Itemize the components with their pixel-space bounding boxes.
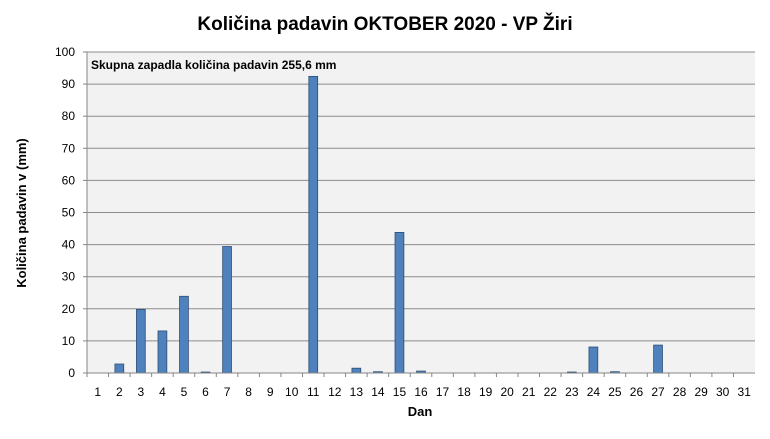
x-tick-label: 4	[159, 385, 166, 399]
y-tick-label: 30	[62, 270, 76, 284]
y-axis-label: Količina padavin v (mm)	[14, 138, 29, 288]
y-tick-label: 40	[62, 238, 76, 252]
x-tick-label: 31	[738, 385, 752, 399]
bar-day-4	[157, 330, 168, 374]
x-tick-label: 16	[414, 385, 428, 399]
x-tick-label: 15	[393, 385, 407, 399]
x-tick-label: 25	[608, 385, 622, 399]
x-tick-label: 10	[285, 385, 299, 399]
bar-day-15	[394, 232, 405, 374]
x-tick-label: 1	[94, 385, 101, 399]
x-tick-label: 18	[457, 385, 471, 399]
chart-title: Količina padavin OKTOBER 2020 - VP Žiri	[197, 13, 572, 35]
y-tick-label: 100	[55, 45, 75, 59]
x-tick-label: 9	[267, 385, 274, 399]
x-tick-label: 17	[436, 385, 450, 399]
bar-day-3	[136, 309, 146, 374]
bar-day-13	[351, 367, 362, 374]
bar-day-5	[179, 295, 189, 374]
bar-day-11	[308, 75, 319, 374]
x-tick-label: 19	[479, 385, 493, 399]
x-tick-label: 13	[350, 385, 364, 399]
x-tick-label: 27	[651, 385, 665, 399]
bar-day-7	[222, 246, 232, 374]
x-tick-label: 24	[587, 385, 601, 399]
x-tick-label: 26	[630, 385, 644, 399]
bar-day-27	[653, 344, 663, 374]
x-axis-label: Dan	[408, 404, 433, 419]
bar-day-2	[114, 363, 125, 374]
x-tick-label: 3	[138, 385, 145, 399]
y-tick-label: 70	[62, 141, 76, 155]
x-tick-label: 8	[245, 385, 252, 399]
x-tick-label: 12	[328, 385, 342, 399]
x-tick-label: 22	[544, 385, 558, 399]
bar-day-24	[588, 346, 599, 374]
x-tick-label: 6	[202, 385, 209, 399]
x-tick-label: 20	[501, 385, 515, 399]
x-tick-label: 7	[224, 385, 231, 399]
x-tick-label: 23	[565, 385, 579, 399]
x-tick-label: 28	[673, 385, 687, 399]
y-tick-label: 10	[62, 334, 76, 348]
y-tick-label: 80	[62, 109, 76, 123]
x-tick-label: 29	[694, 385, 708, 399]
x-tick-label: 11	[307, 385, 320, 399]
x-tick-label: 2	[116, 385, 123, 399]
y-axis-ticks: 0 10 20 30 40 50 60 70 80 90 100	[55, 45, 87, 380]
x-tick-label: 30	[716, 385, 730, 399]
total-annotation: Skupna zapadla količina padavin 255,6 mm	[91, 58, 336, 72]
x-tick-label: 21	[522, 385, 536, 399]
y-tick-label: 90	[62, 77, 76, 91]
x-axis-ticks: 1 2 3 4 5 6 7 8 9 10 11 12 13 14 15 16 17 18 19 20 21 22 23 24 2…	[86, 373, 752, 399]
y-tick-label: 60	[62, 173, 76, 187]
x-tick-label: 14	[371, 385, 385, 399]
x-tick-label: 5	[181, 385, 188, 399]
y-tick-label: 0	[68, 366, 75, 380]
gridlines	[87, 51, 755, 342]
y-tick-label: 20	[62, 302, 76, 316]
y-tick-label: 50	[62, 206, 76, 220]
